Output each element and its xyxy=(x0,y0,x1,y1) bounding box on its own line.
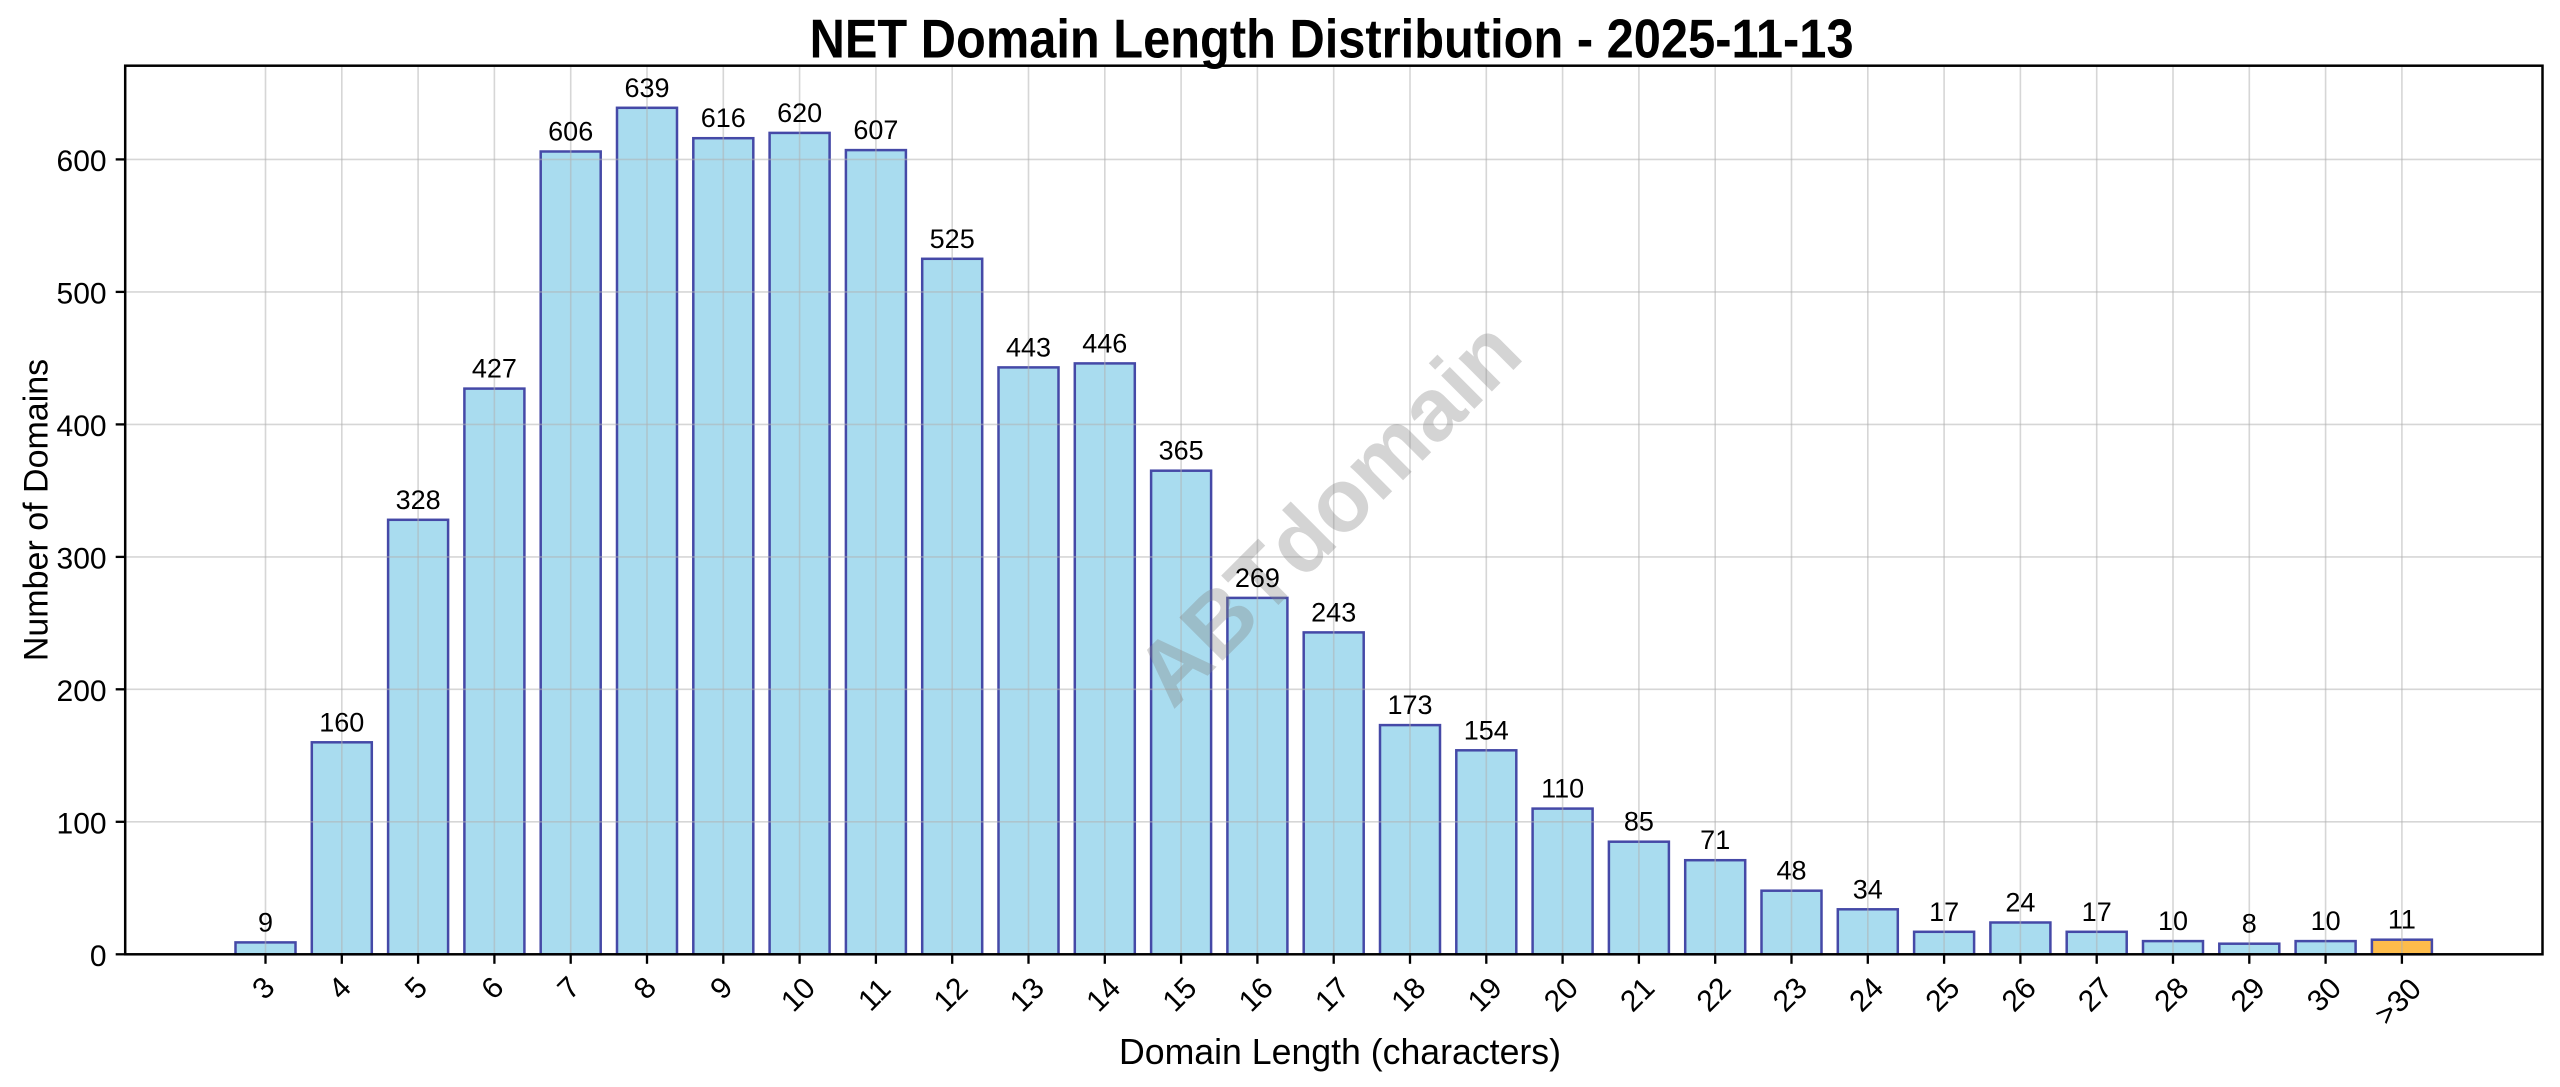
svg-text:154: 154 xyxy=(1464,715,1509,745)
svg-text:110: 110 xyxy=(1541,774,1584,804)
svg-text:24: 24 xyxy=(2005,888,2035,918)
svg-text:620: 620 xyxy=(777,98,822,128)
svg-text:616: 616 xyxy=(701,103,746,133)
svg-text:48: 48 xyxy=(1776,856,1806,886)
svg-text:8: 8 xyxy=(2242,909,2257,939)
svg-text:Domain Length (characters): Domain Length (characters) xyxy=(1119,1031,1561,1072)
svg-text:443: 443 xyxy=(1006,332,1051,362)
svg-text:328: 328 xyxy=(396,485,441,515)
svg-text:600: 600 xyxy=(57,145,107,178)
svg-text:639: 639 xyxy=(624,73,669,103)
svg-text:525: 525 xyxy=(930,224,975,254)
svg-text:243: 243 xyxy=(1311,597,1356,627)
svg-text:427: 427 xyxy=(472,354,517,384)
svg-text:11: 11 xyxy=(2388,905,2416,935)
svg-text:269: 269 xyxy=(1235,563,1280,593)
svg-text:Number of Domains: Number of Domains xyxy=(18,359,56,661)
svg-text:17: 17 xyxy=(1929,897,1959,927)
svg-text:173: 173 xyxy=(1387,690,1432,720)
svg-text:71: 71 xyxy=(1700,825,1730,855)
svg-text:606: 606 xyxy=(548,117,593,147)
svg-text:160: 160 xyxy=(319,707,364,737)
svg-text:200: 200 xyxy=(57,675,107,708)
svg-text:365: 365 xyxy=(1159,436,1204,466)
svg-text:300: 300 xyxy=(57,542,107,575)
svg-text:100: 100 xyxy=(57,807,107,840)
svg-text:34: 34 xyxy=(1853,874,1883,904)
svg-text:446: 446 xyxy=(1082,328,1127,358)
svg-text:500: 500 xyxy=(57,277,107,310)
svg-text:85: 85 xyxy=(1624,807,1654,837)
svg-text:607: 607 xyxy=(853,115,898,145)
svg-text:10: 10 xyxy=(2311,906,2341,936)
svg-text:400: 400 xyxy=(57,410,107,443)
svg-text:10: 10 xyxy=(2158,906,2188,936)
svg-text:NET Domain Length Distribution: NET Domain Length Distribution - 2025-11… xyxy=(810,7,1854,69)
svg-text:0: 0 xyxy=(90,940,107,973)
svg-text:17: 17 xyxy=(2082,897,2112,927)
svg-text:9: 9 xyxy=(258,907,273,937)
